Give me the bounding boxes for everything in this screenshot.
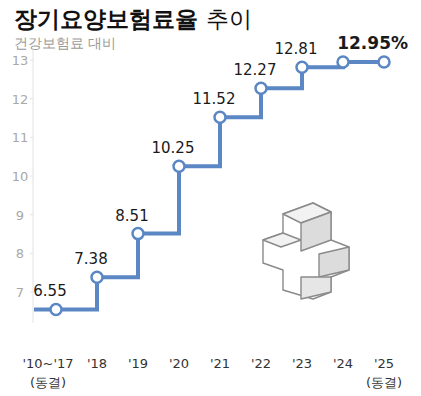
subtitle: 건강보험료 대비 xyxy=(14,35,116,51)
y-tick-label: 7 xyxy=(16,285,24,300)
x-tick-label: '19 xyxy=(128,356,148,371)
y-tick-label: 9 xyxy=(16,208,24,223)
x-tick-label: '21 xyxy=(210,356,230,371)
y-tick xyxy=(30,176,33,177)
data-label: 10.25 xyxy=(152,139,195,157)
y-tick xyxy=(30,253,33,254)
point xyxy=(174,161,185,172)
point xyxy=(92,272,103,283)
data-label: 7.38 xyxy=(74,250,107,268)
cross-icon xyxy=(263,203,349,299)
y-tick-label: 13 xyxy=(12,53,29,68)
y-tick xyxy=(30,137,33,138)
chart-svg: 장기요양보험료율 추이건강보험료 대비 7 8 9 10 11 12 13 6.55 7.38 8.… xyxy=(0,0,421,396)
rate-line xyxy=(34,62,384,309)
x-tick-label: '20 xyxy=(169,356,189,371)
point xyxy=(51,304,62,315)
data-label: 8.51 xyxy=(115,207,148,225)
y-tick-label: 11 xyxy=(12,130,29,145)
y-tick xyxy=(30,214,33,215)
point xyxy=(297,62,308,73)
x-tick-label: '23 xyxy=(292,356,312,371)
data-label: 12.27 xyxy=(234,61,277,79)
plot-area xyxy=(34,56,390,314)
data-label: 12.95% xyxy=(337,33,408,53)
x-tick-label: '10~'17 xyxy=(22,356,73,371)
x-tick-label: '22 xyxy=(251,356,271,371)
x-tick-label: '24 xyxy=(333,356,353,371)
point xyxy=(338,56,349,67)
y-tick-label: 8 xyxy=(16,246,24,261)
point xyxy=(379,56,390,67)
point xyxy=(133,228,144,239)
title: 장기요양보험료율 추이 xyxy=(14,6,252,32)
point xyxy=(256,83,267,94)
x-tick-label: '25 xyxy=(374,356,394,371)
chart-root: 장기요양보험료율 추이건강보험료 대비 7 8 9 10 11 12 13 6.55 7.38 8.… xyxy=(0,0,421,396)
x-tick-note: (동결) xyxy=(30,375,66,390)
x-tick-note: (동결) xyxy=(366,375,402,390)
data-label: 6.55 xyxy=(33,282,66,300)
point xyxy=(215,112,226,123)
x-tick-label: '18 xyxy=(87,356,107,371)
y-tick xyxy=(30,60,33,61)
y-tick-label: 12 xyxy=(12,92,29,107)
data-label: 12.81 xyxy=(275,40,318,58)
y-tick xyxy=(30,98,33,99)
data-label: 11.52 xyxy=(193,90,236,108)
y-tick-label: 10 xyxy=(12,169,29,184)
